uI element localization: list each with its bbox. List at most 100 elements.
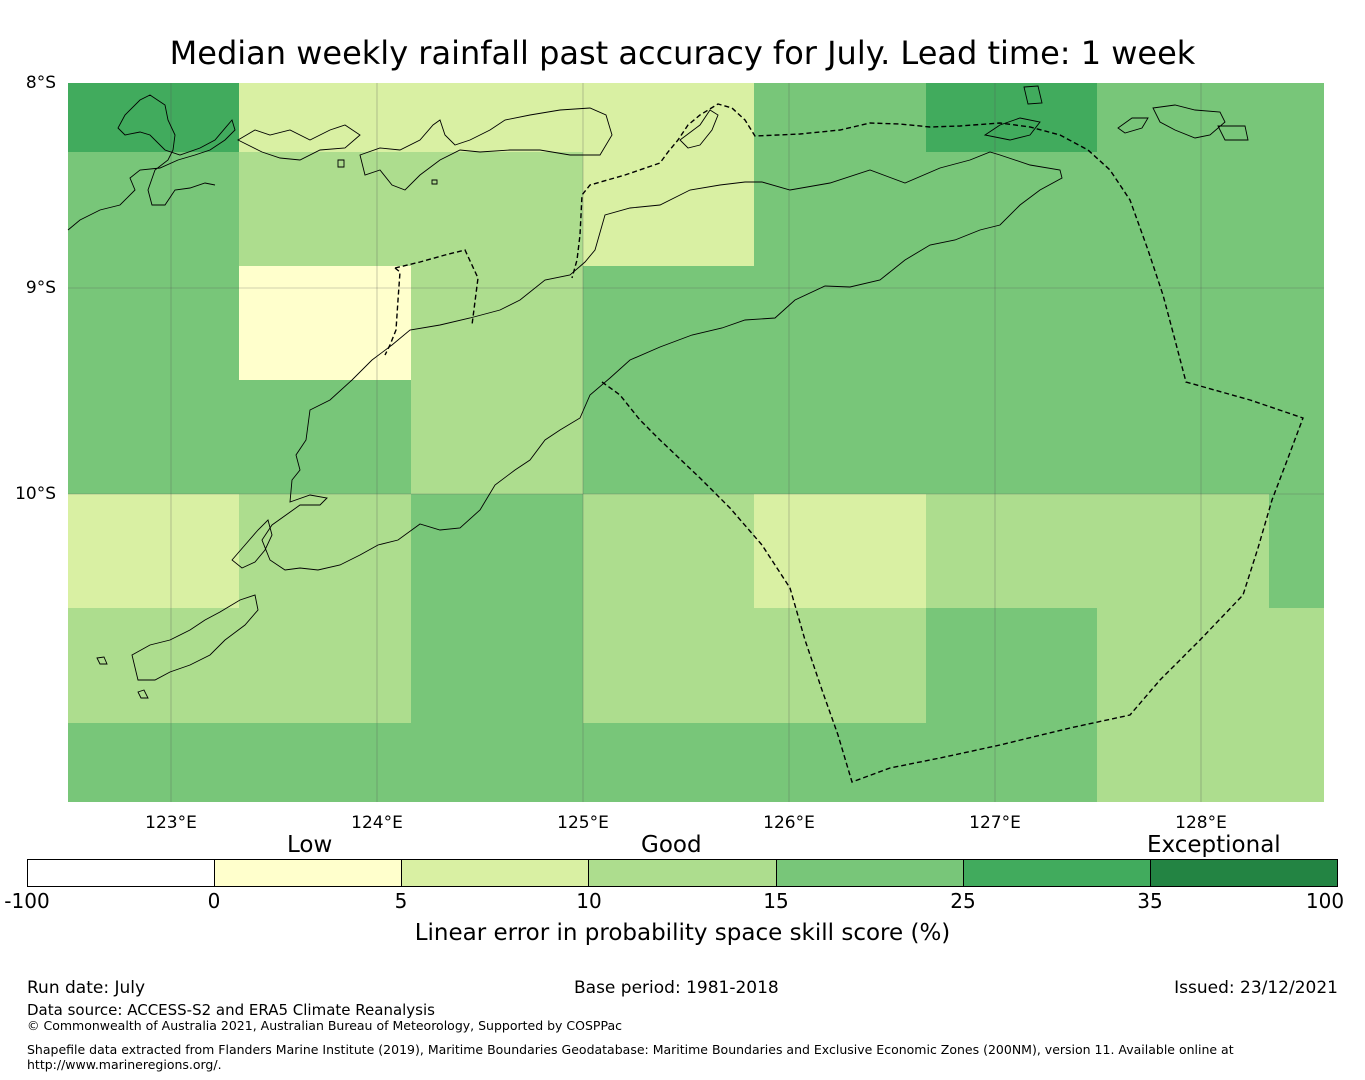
grid-cell [754, 266, 926, 380]
grid-cell [1097, 723, 1324, 802]
grid-cell [1097, 266, 1324, 380]
grid-cell [411, 608, 583, 723]
colorbar-tick: 35 [1137, 889, 1163, 913]
grid-cell [926, 380, 1097, 494]
lon-label-126e: 126°E [763, 813, 815, 833]
data-source: Data source: ACCESS-S2 and ERA5 Climate … [27, 1001, 435, 1019]
grid-cell [583, 380, 754, 494]
grid-cell [583, 723, 754, 802]
alor-coastline [237, 124, 361, 161]
colorbar-segment [402, 860, 590, 886]
lat-label-10s: 10°S [15, 484, 56, 504]
run-date: Run date: July [27, 978, 146, 998]
lon-label-125e: 125°E [557, 813, 609, 833]
solor-coastline [359, 107, 613, 191]
flores-coastline [67, 94, 236, 231]
grid-cell [926, 608, 1097, 723]
grid-cell [68, 152, 239, 266]
grid-cell [754, 152, 926, 266]
grid-cell [411, 380, 583, 494]
lon-label-123e: 123°E [145, 813, 197, 833]
colorbar [27, 859, 1338, 887]
raijua-coastline [137, 689, 149, 699]
lon-label-127e: 127°E [969, 813, 1021, 833]
rote-coastline [231, 519, 273, 569]
leti-coastline [1117, 117, 1149, 134]
grid-cell [411, 152, 583, 266]
colorbar-label: Linear error in probability space skill … [414, 920, 951, 946]
grid-cell [239, 494, 411, 608]
grid-cell [583, 266, 754, 380]
colorbar-tick: 25 [950, 889, 976, 913]
moa-coastline [1152, 104, 1226, 139]
colorbar-segment [28, 860, 216, 886]
graticule [68, 83, 1324, 802]
grid-cell [68, 608, 239, 723]
grid-cell [1097, 608, 1324, 723]
grid-cell [239, 152, 411, 266]
grid-cell [239, 266, 411, 380]
lon-label-124e: 124°E [351, 813, 403, 833]
grid-cell [68, 83, 239, 152]
grid-cell [68, 380, 239, 494]
colorbar-tick: 5 [394, 889, 408, 913]
grid-cell [926, 494, 1097, 608]
grid-cell [1097, 152, 1324, 266]
grid-cell [239, 608, 411, 723]
shapefile-url: http://www.marineregions.org/. [27, 1057, 222, 1072]
grid-cell [239, 380, 411, 494]
legend-category-good: Good [641, 832, 702, 858]
grid-cell [411, 266, 583, 380]
grid-cell [754, 723, 926, 802]
oecusse-eez-boundary [384, 249, 479, 356]
colorbar-segment [215, 860, 403, 886]
grid-cell [583, 152, 754, 266]
lon-label-128e: 128°E [1175, 813, 1227, 833]
map-title: Median weekly rainfall past accuracy for… [169, 34, 1196, 72]
grid-cell [68, 723, 239, 802]
grid-cell [583, 494, 754, 608]
colorbar-tick: -100 [4, 889, 50, 913]
timor-leste-eez-boundary [571, 103, 1304, 783]
grid-cell [239, 83, 411, 152]
issued-date: Issued: 23/12/2021 [1174, 978, 1338, 998]
grid-cell [68, 266, 239, 380]
grid-cell [1097, 83, 1324, 152]
colorbar-segment [963, 860, 1151, 886]
colorbar-tick: 100 [1305, 889, 1345, 913]
lat-label-9s: 9°S [25, 278, 56, 298]
small-islet-1 [337, 159, 345, 168]
colorbar-tick: 10 [576, 889, 602, 913]
grid-cell [411, 723, 583, 802]
grid-cell [926, 266, 1097, 380]
grid-cell [926, 723, 1097, 802]
timor-coastline [261, 151, 1063, 571]
legend-category-exceptional: Exceptional [1147, 832, 1281, 858]
atauro-coastline [679, 109, 719, 149]
grid-cell [754, 83, 926, 152]
grid-cells [68, 83, 1324, 802]
grid-cell [754, 608, 926, 723]
lakor-coastline [1217, 125, 1249, 141]
lat-label-8s: 8°S [25, 73, 56, 93]
grid-cell [583, 83, 754, 152]
grid-cell [926, 83, 1097, 152]
shapefile-credit: Shapefile data extracted from Flanders M… [27, 1042, 1234, 1057]
colorbar-segment [776, 860, 964, 886]
ndao-coastline [96, 656, 108, 665]
base-period: Base period: 1981-2018 [574, 978, 779, 998]
kisar-coastline [1023, 85, 1043, 105]
grid-cell [1097, 380, 1324, 494]
grid-cell [411, 83, 583, 152]
grid-cell [754, 380, 926, 494]
grid-cell [1269, 494, 1324, 608]
colorbar-tick: 15 [763, 889, 789, 913]
wetar-coastline [983, 117, 1041, 141]
eez-boundaries [384, 103, 1304, 783]
grid-cell [411, 494, 583, 608]
colorbar-tick: 0 [207, 889, 221, 913]
copyright: © Commonwealth of Australia 2021, Austra… [27, 1018, 622, 1033]
coastlines [67, 85, 1249, 699]
small-islet-2 [431, 179, 438, 185]
grid-cell [583, 608, 754, 723]
